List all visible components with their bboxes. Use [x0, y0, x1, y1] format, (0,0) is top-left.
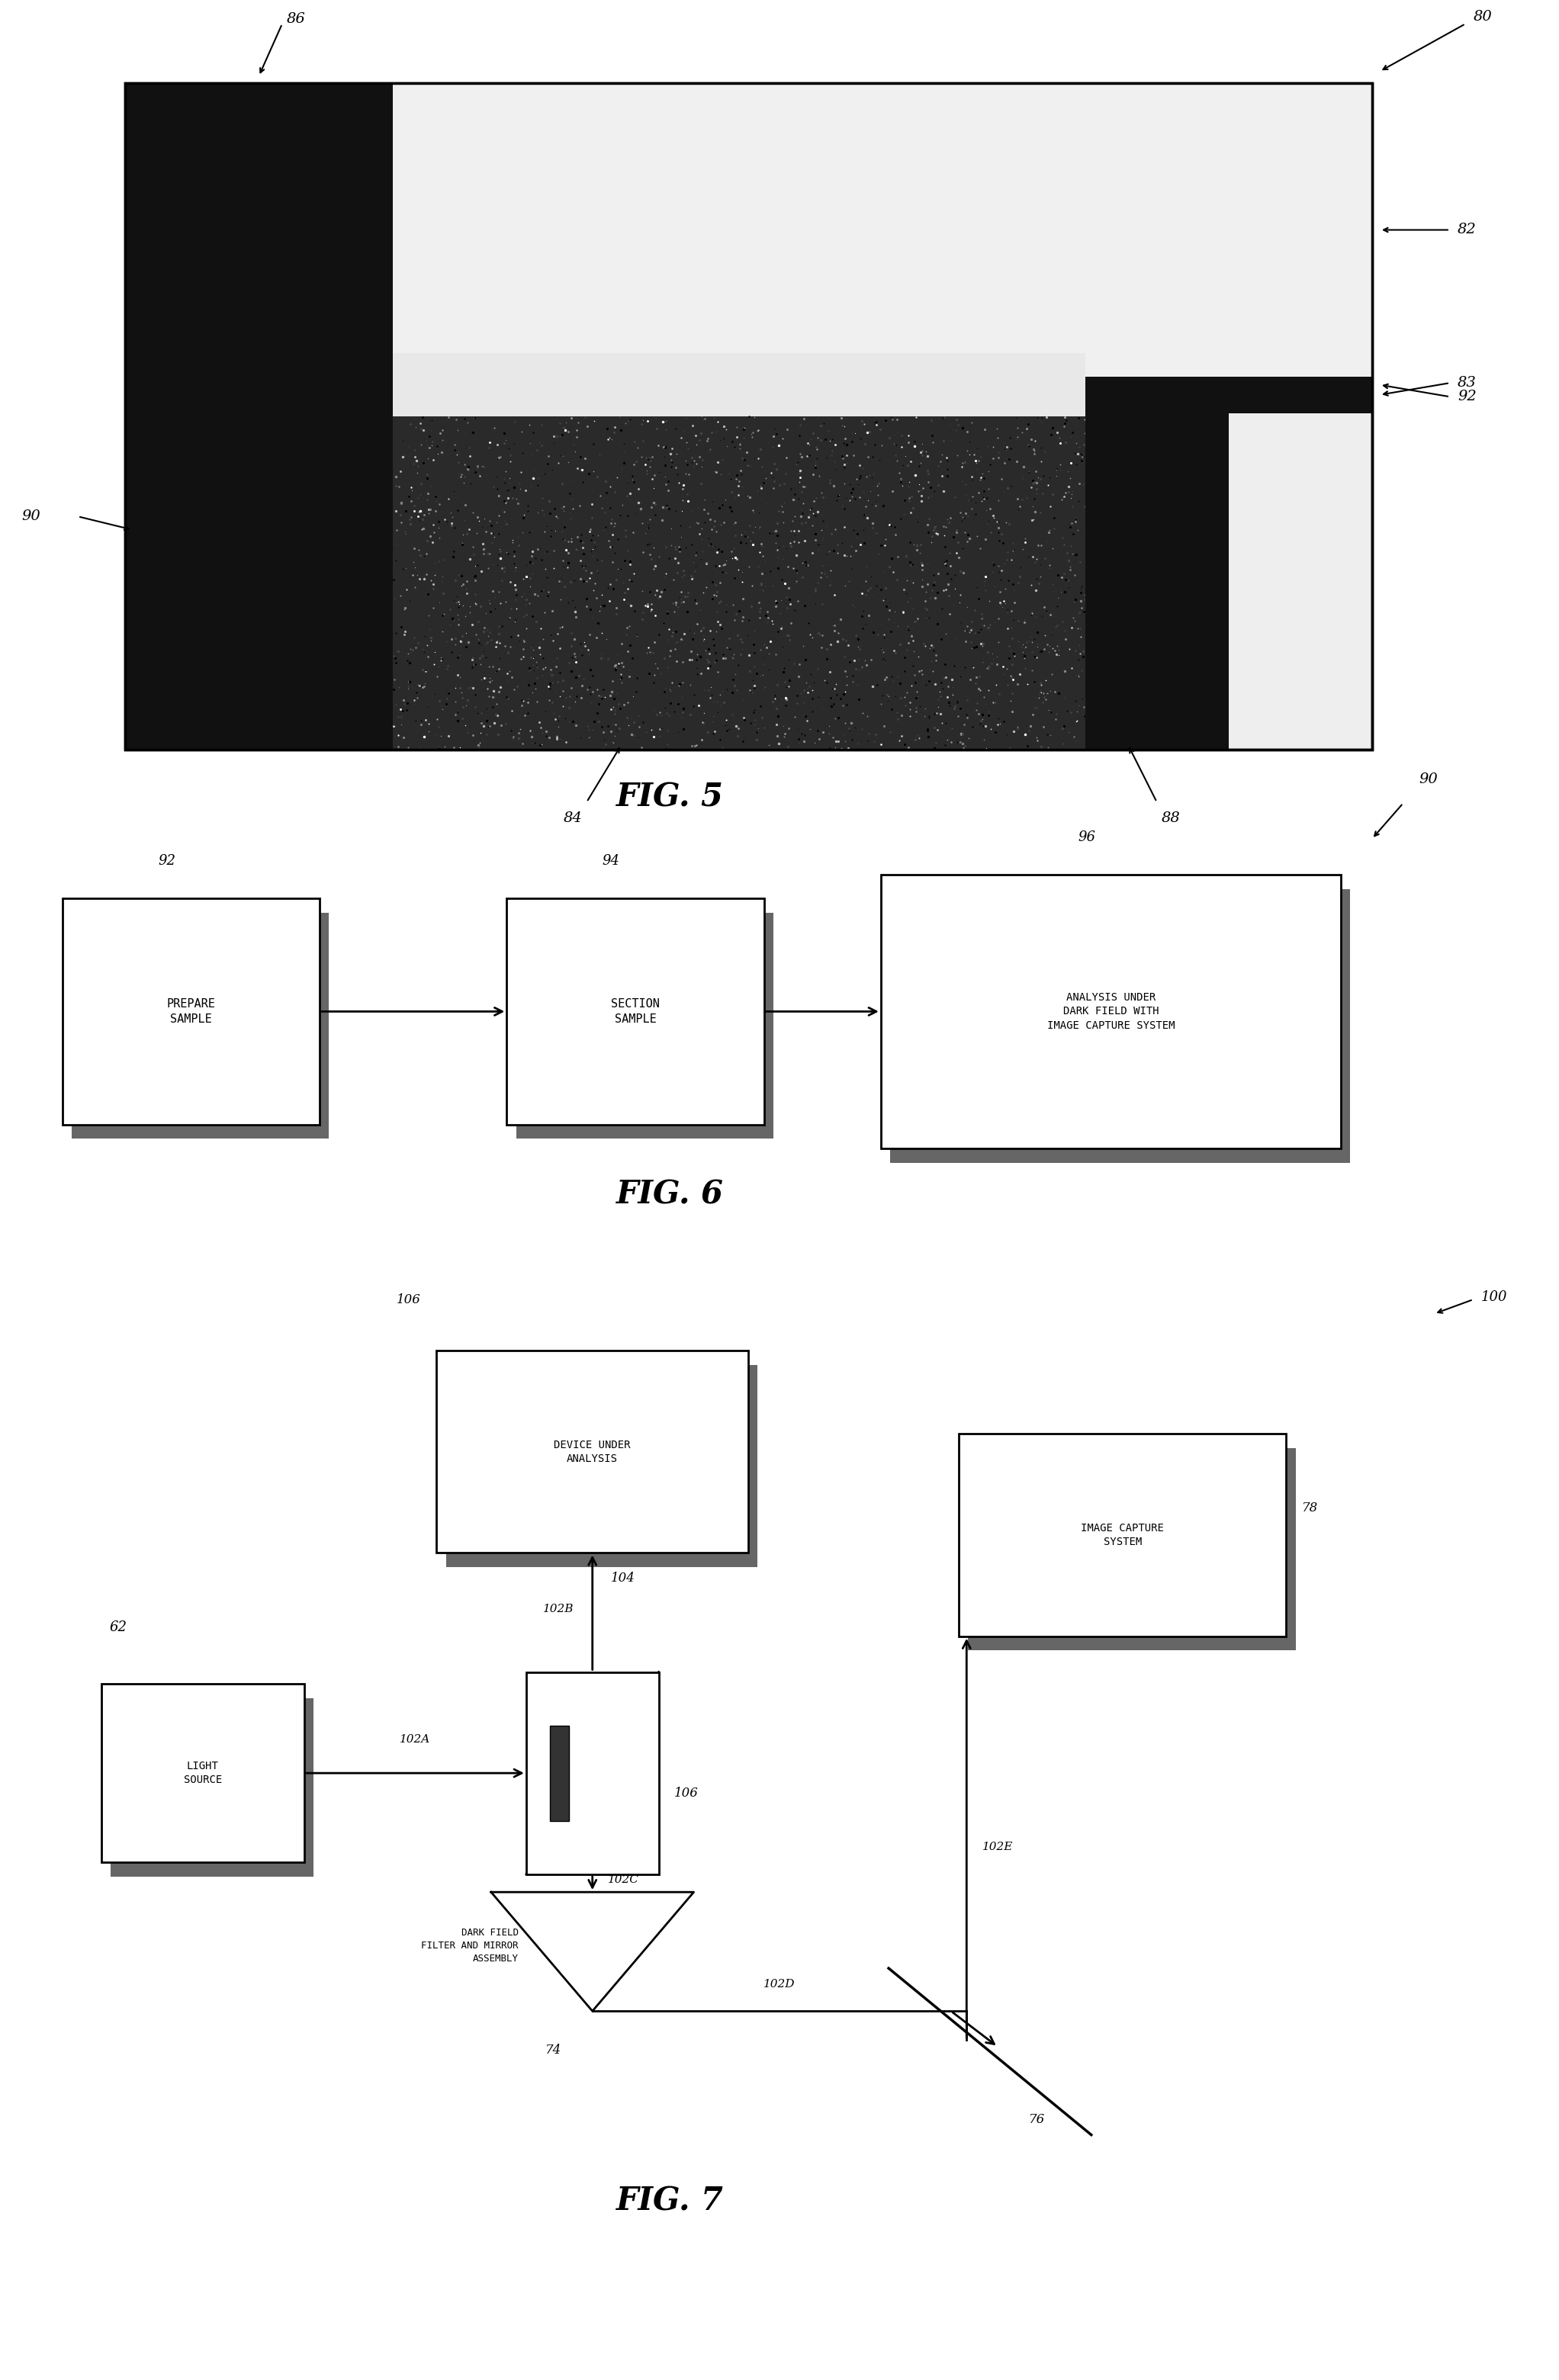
Text: 92: 92	[1458, 390, 1476, 405]
Text: 62: 62	[109, 1621, 126, 1635]
Bar	[101, 1685, 304, 1861]
Text: 88: 88	[1161, 812, 1180, 826]
Polygon shape	[491, 1892, 694, 2011]
Bar	[393, 414, 1210, 750]
Text: 74: 74	[546, 2044, 561, 2056]
Bar	[72, 914, 329, 1140]
Bar	[125, 83, 1372, 750]
Bar	[527, 1671, 659, 1875]
Text: 94: 94	[602, 854, 620, 869]
Text: 106: 106	[396, 1292, 421, 1307]
Bar	[393, 416, 1085, 750]
Text: FIG. 7: FIG. 7	[617, 2185, 723, 2218]
Text: 90: 90	[22, 509, 41, 524]
Text: 92: 92	[157, 854, 175, 869]
Bar	[968, 1447, 1296, 1652]
Text: 78: 78	[1302, 1502, 1317, 1514]
Text: FIG. 5: FIG. 5	[617, 781, 723, 814]
Bar	[516, 914, 773, 1140]
Text: PREPARE
SAMPLE: PREPARE SAMPLE	[167, 997, 215, 1026]
Bar	[111, 1699, 313, 1875]
Text: ANALYSIS UNDER
DARK FIELD WITH
IMAGE CAPTURE SYSTEM: ANALYSIS UNDER DARK FIELD WITH IMAGE CAP…	[1048, 992, 1174, 1031]
Text: 90: 90	[1419, 774, 1437, 785]
Text: 84: 84	[563, 812, 582, 826]
Bar	[393, 83, 1372, 376]
Text: IMAGE CAPTURE
SYSTEM: IMAGE CAPTURE SYSTEM	[1080, 1523, 1165, 1547]
Text: 80: 80	[1473, 10, 1492, 24]
Text: 102C: 102C	[608, 1875, 639, 1885]
Text: DARK FIELD
FILTER AND MIRROR
ASSEMBLY: DARK FIELD FILTER AND MIRROR ASSEMBLY	[421, 1928, 518, 1964]
Text: 83: 83	[1458, 376, 1476, 390]
Bar	[550, 1726, 569, 1821]
Bar	[393, 352, 1085, 416]
Text: 102A: 102A	[399, 1733, 430, 1745]
Text: SECTION
SAMPLE: SECTION SAMPLE	[611, 997, 659, 1026]
Bar	[881, 876, 1341, 1150]
Text: 96: 96	[1077, 831, 1094, 845]
Text: 108: 108	[611, 1728, 633, 1740]
Bar	[125, 83, 393, 750]
Text: DEVICE UNDER
ANALYSIS: DEVICE UNDER ANALYSIS	[553, 1440, 631, 1464]
Bar	[959, 1433, 1286, 1637]
Bar	[125, 83, 1372, 750]
Text: 102B: 102B	[543, 1604, 574, 1614]
Text: 76: 76	[1029, 2113, 1045, 2125]
Text: FIG. 6: FIG. 6	[617, 1178, 723, 1211]
Bar	[393, 376, 1372, 414]
Text: 82: 82	[1458, 224, 1476, 236]
Text: LIGHT
SOURCE: LIGHT SOURCE	[184, 1761, 221, 1785]
Text: 102E: 102E	[982, 1842, 1013, 1852]
Text: 106: 106	[673, 1787, 698, 1799]
Text: 86: 86	[287, 12, 306, 26]
Bar	[507, 900, 764, 1126]
Text: 102D: 102D	[764, 1978, 795, 1990]
Bar	[1085, 383, 1228, 750]
Text: 100: 100	[1481, 1290, 1508, 1304]
Bar	[62, 900, 320, 1126]
Bar	[446, 1366, 758, 1568]
Text: 104: 104	[611, 1571, 636, 1585]
Bar	[125, 83, 393, 750]
Bar	[437, 1349, 748, 1552]
Bar	[890, 890, 1350, 1164]
Bar	[1085, 383, 1228, 750]
